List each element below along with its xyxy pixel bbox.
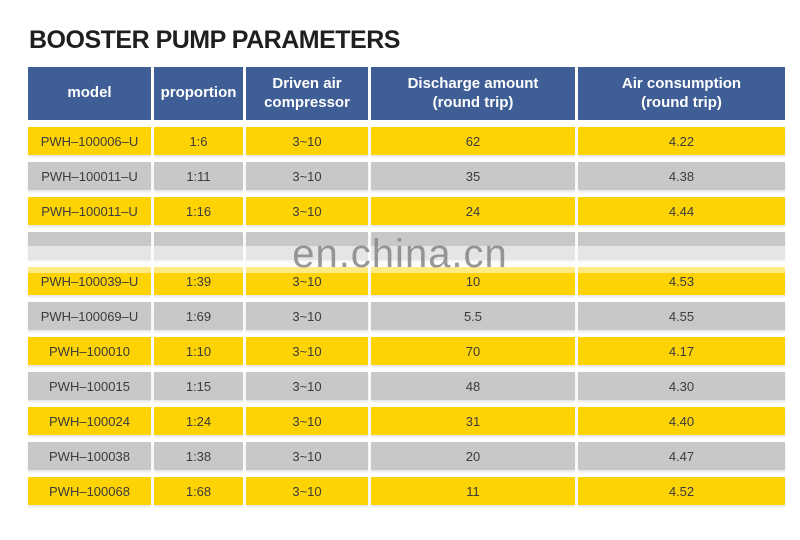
table-row: PWH–100010 1:10 3~10 70 4.17 — [28, 337, 785, 365]
table-row: PWH–100006–U 1:6 3~10 62 4.22 — [28, 127, 785, 155]
cell-proportion: 1:24 — [154, 407, 243, 435]
cell-discharge: 35 — [371, 162, 575, 190]
cell-discharge: 70 — [371, 337, 575, 365]
header-proportion: proportion — [154, 67, 243, 120]
cell-proportion: 1:69 — [154, 302, 243, 330]
cell-discharge: 10 — [371, 267, 575, 295]
cell-air-consumption: 4.53 — [578, 267, 785, 295]
table-row-obscured — [28, 232, 785, 260]
cell-model: PWH–100068 — [28, 477, 151, 505]
cell-model: PWH–100011–U — [28, 197, 151, 225]
cell-model: PWH–100010 — [28, 337, 151, 365]
cell-air-consumption: 4.30 — [578, 372, 785, 400]
cell-compressor: 3~10 — [246, 372, 368, 400]
table-row: PWH–100011–U 1:16 3~10 24 4.44 — [28, 197, 785, 225]
cell-air-consumption: 4.38 — [578, 162, 785, 190]
cell-discharge: 31 — [371, 407, 575, 435]
cell-air-consumption: 4.17 — [578, 337, 785, 365]
cell-model: PWH–100024 — [28, 407, 151, 435]
cell-model: PWH–100011–U — [28, 162, 151, 190]
header-discharge-amount: Discharge amount (round trip) — [371, 67, 575, 120]
cell-model — [28, 232, 151, 260]
table-row: PWH–100011–U 1:11 3~10 35 4.38 — [28, 162, 785, 190]
cell-compressor: 3~10 — [246, 442, 368, 470]
cell-discharge: 5.5 — [371, 302, 575, 330]
cell-compressor: 3~10 — [246, 407, 368, 435]
cell-compressor: 3~10 — [246, 127, 368, 155]
table-row: PWH–100039–U 1:39 3~10 10 4.53 — [28, 267, 785, 295]
cell-model: PWH–100039–U — [28, 267, 151, 295]
cell-air-consumption: 4.40 — [578, 407, 785, 435]
cell-proportion: 1:6 — [154, 127, 243, 155]
cell-proportion: 1:10 — [154, 337, 243, 365]
cell-discharge: 62 — [371, 127, 575, 155]
cell-compressor: 3~10 — [246, 302, 368, 330]
cell-air-consumption: 4.52 — [578, 477, 785, 505]
cell-air-consumption: 4.47 — [578, 442, 785, 470]
booster-pump-parameters-table: model proportion Driven air compressor D… — [28, 67, 785, 505]
table-header-row: model proportion Driven air compressor D… — [28, 67, 785, 120]
header-air-consumption: Air consumption (round trip) — [578, 67, 785, 120]
table-row: PWH–100015 1:15 3~10 48 4.30 — [28, 372, 785, 400]
cell-discharge — [371, 232, 575, 260]
cell-compressor — [246, 232, 368, 260]
cell-compressor: 3~10 — [246, 197, 368, 225]
cell-air-consumption: 4.44 — [578, 197, 785, 225]
page-title: BOOSTER PUMP PARAMETERS — [29, 26, 400, 54]
cell-model: PWH–100006–U — [28, 127, 151, 155]
cell-compressor: 3~10 — [246, 337, 368, 365]
cell-discharge: 20 — [371, 442, 575, 470]
cell-proportion: 1:38 — [154, 442, 243, 470]
cell-model: PWH–100069–U — [28, 302, 151, 330]
cell-model: PWH–100015 — [28, 372, 151, 400]
cell-proportion: 1:15 — [154, 372, 243, 400]
table-row: PWH–100024 1:24 3~10 31 4.40 — [28, 407, 785, 435]
cell-air-consumption: 4.22 — [578, 127, 785, 155]
cell-air-consumption — [578, 232, 785, 260]
cell-proportion: 1:11 — [154, 162, 243, 190]
cell-compressor: 3~10 — [246, 267, 368, 295]
header-model: model — [28, 67, 151, 120]
cell-proportion: 1:16 — [154, 197, 243, 225]
header-driven-air-compressor: Driven air compressor — [246, 67, 368, 120]
cell-compressor: 3~10 — [246, 477, 368, 505]
cell-proportion: 1:39 — [154, 267, 243, 295]
cell-proportion: 1:68 — [154, 477, 243, 505]
cell-air-consumption: 4.55 — [578, 302, 785, 330]
cell-discharge: 48 — [371, 372, 575, 400]
cell-discharge: 24 — [371, 197, 575, 225]
cell-discharge: 11 — [371, 477, 575, 505]
table-row: PWH–100068 1:68 3~10 11 4.52 — [28, 477, 785, 505]
table-row: PWH–100038 1:38 3~10 20 4.47 — [28, 442, 785, 470]
cell-proportion — [154, 232, 243, 260]
table-row: PWH–100069–U 1:69 3~10 5.5 4.55 — [28, 302, 785, 330]
cell-compressor: 3~10 — [246, 162, 368, 190]
cell-model: PWH–100038 — [28, 442, 151, 470]
